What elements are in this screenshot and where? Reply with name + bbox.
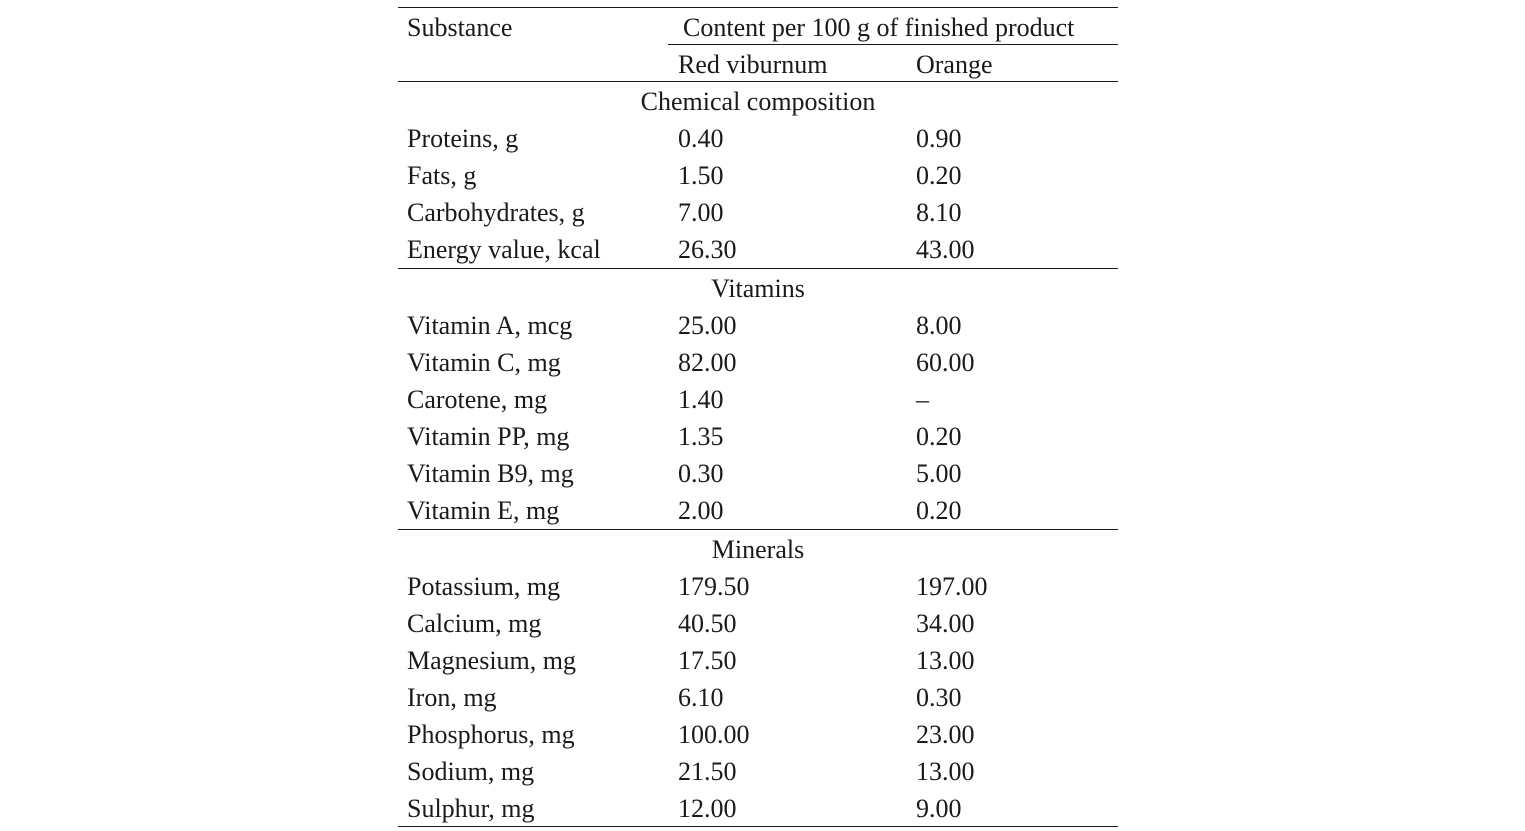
- row-substance: Phosphorus, mg: [407, 720, 575, 749]
- row-substance: Vitamin E, mg: [407, 496, 560, 525]
- row-orange-value: 0.20: [916, 422, 962, 451]
- row-orange-value: 8.00: [916, 311, 962, 340]
- row-orange-value: 13.00: [916, 757, 975, 786]
- row-red-viburnum-value: 21.50: [678, 757, 737, 786]
- row-substance: Energy value, kcal: [407, 235, 601, 264]
- row-red-viburnum-value: 0.30: [678, 459, 724, 488]
- row-red-viburnum-value: 2.00: [678, 496, 724, 525]
- row-red-viburnum-value: 82.00: [678, 348, 737, 377]
- row-substance: Vitamin C, mg: [407, 348, 561, 377]
- row-substance: Carbohydrates, g: [407, 198, 585, 227]
- row-substance: Vitamin B9, mg: [407, 459, 574, 488]
- row-orange-value: 0.30: [916, 683, 962, 712]
- section-title: Chemical composition: [640, 87, 876, 116]
- row-orange-value: 60.00: [916, 348, 975, 377]
- row-red-viburnum-value: 179.50: [678, 572, 750, 601]
- row-red-viburnum-value: 7.00: [678, 198, 724, 227]
- row-red-viburnum-value: 1.35: [678, 422, 724, 451]
- row-substance: Carotene, mg: [407, 385, 548, 414]
- table-top-rule: [398, 7, 1118, 8]
- row-substance: Vitamin A, mcg: [407, 311, 573, 340]
- header-red-viburnum: Red viburnum: [678, 50, 828, 79]
- row-substance: Calcium, mg: [407, 609, 542, 638]
- row-substance: Iron, mg: [407, 683, 497, 712]
- row-substance: Sulphur, mg: [407, 794, 535, 823]
- row-orange-value: 9.00: [916, 794, 962, 823]
- row-orange-value: 8.10: [916, 198, 962, 227]
- row-red-viburnum-value: 1.50: [678, 161, 724, 190]
- section-title: Minerals: [711, 535, 805, 564]
- table-bottom-rule: [398, 826, 1118, 827]
- header-orange: Orange: [916, 50, 993, 79]
- row-orange-value: 0.90: [916, 124, 962, 153]
- row-red-viburnum-value: 6.10: [678, 683, 724, 712]
- row-red-viburnum-value: 100.00: [678, 720, 750, 749]
- row-red-viburnum-value: 25.00: [678, 311, 737, 340]
- header-substance: Substance: [407, 13, 513, 42]
- row-orange-value: 5.00: [916, 459, 962, 488]
- row-orange-value: 13.00: [916, 646, 975, 675]
- row-substance: Potassium, mg: [407, 572, 561, 601]
- row-substance: Fats, g: [407, 161, 477, 190]
- header-bottom-rule: [398, 81, 1118, 82]
- row-red-viburnum-value: 26.30: [678, 235, 737, 264]
- row-orange-value: 23.00: [916, 720, 975, 749]
- row-substance: Sodium, mg: [407, 757, 535, 786]
- row-orange-value: 0.20: [916, 496, 962, 525]
- row-orange-value: 43.00: [916, 235, 975, 264]
- section-rule: [398, 529, 1118, 530]
- row-orange-value: 0.20: [916, 161, 962, 190]
- row-red-viburnum-value: 40.50: [678, 609, 737, 638]
- section-rule: [398, 268, 1118, 269]
- header-content-rule: [668, 44, 1118, 45]
- section-title: Vitamins: [711, 274, 805, 303]
- row-red-viburnum-value: 12.00: [678, 794, 737, 823]
- row-orange-value: –: [916, 385, 929, 414]
- row-substance: Magnesium, mg: [407, 646, 576, 675]
- row-red-viburnum-value: 17.50: [678, 646, 737, 675]
- row-orange-value: 197.00: [916, 572, 988, 601]
- row-substance: Vitamin PP, mg: [407, 422, 570, 451]
- header-content: Content per 100 g of finished product: [683, 13, 1075, 42]
- row-red-viburnum-value: 1.40: [678, 385, 724, 414]
- row-red-viburnum-value: 0.40: [678, 124, 724, 153]
- row-orange-value: 34.00: [916, 609, 975, 638]
- row-substance: Proteins, g: [407, 124, 519, 153]
